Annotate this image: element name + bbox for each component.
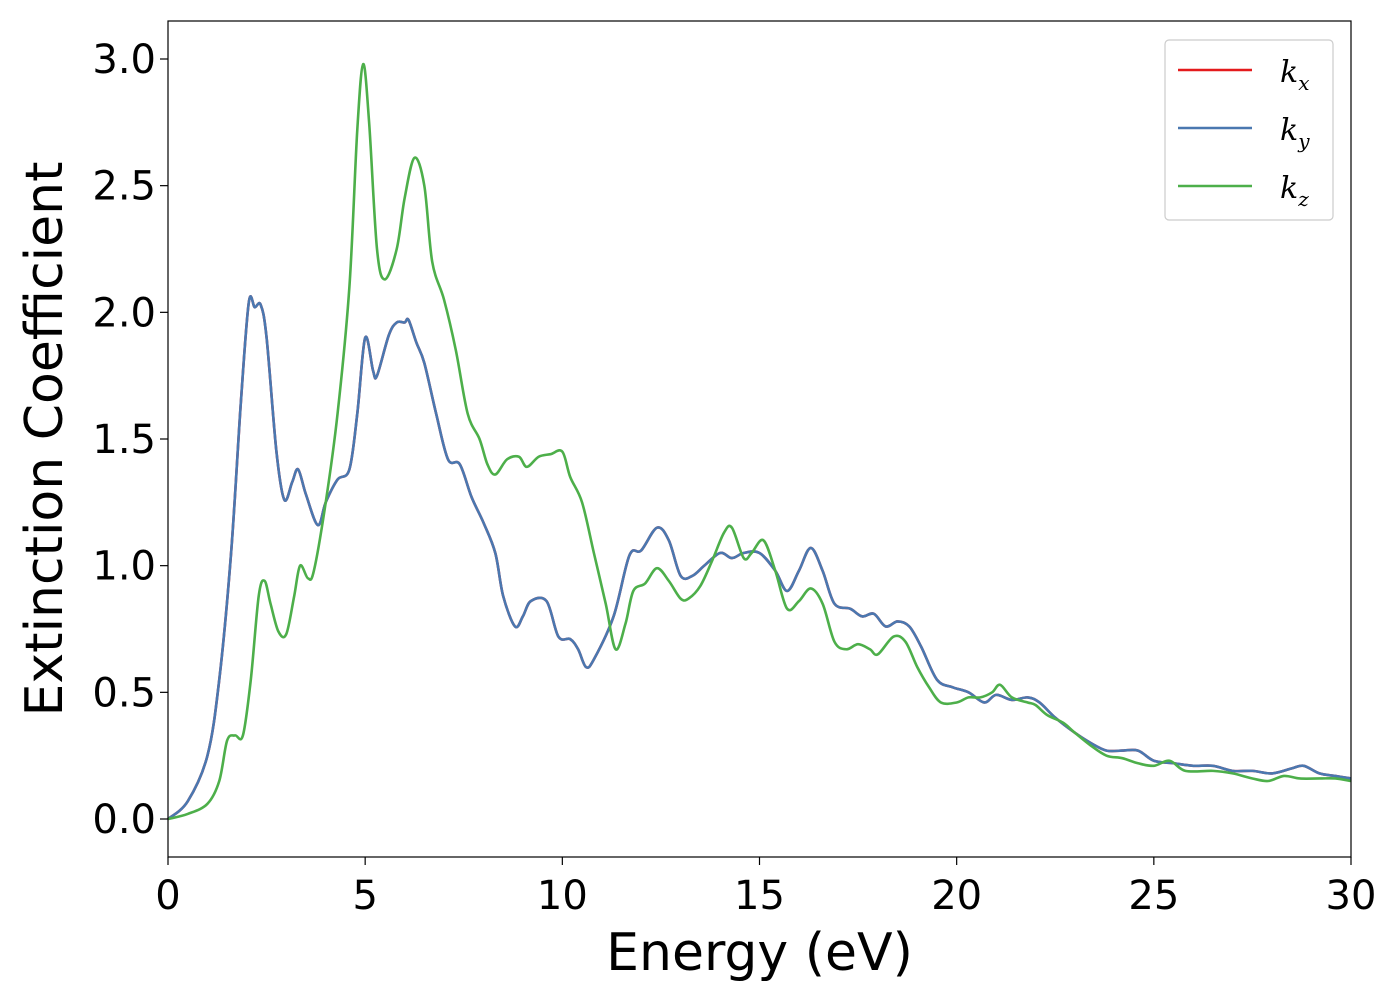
series-line-k-z: [167, 62, 1352, 821]
x-axis-title: Energy (eV): [606, 923, 913, 983]
y-tick-label: 3.0: [92, 37, 156, 83]
legend-label-k-y: ky: [1280, 113, 1310, 153]
y-tick-label: 1.5: [92, 417, 156, 463]
x-tick-label: 10: [537, 873, 588, 919]
x-tick-label: 0: [155, 873, 180, 919]
y-axis-ticks: 0.0 0.5 1.0 1.5 2.0 2.5 3.0: [92, 37, 168, 843]
legend-label-k-z: kz: [1280, 171, 1309, 211]
x-tick-label: 15: [734, 873, 785, 919]
y-tick-label: 0.0: [92, 797, 156, 843]
legend-label-k-x: kx: [1280, 55, 1309, 95]
x-axis-ticks: 0 5 10 15 20 25 30: [155, 857, 1376, 919]
series-layer: [167, 62, 1352, 821]
y-tick-label: 0.5: [92, 670, 156, 716]
legend-entries: kx ky kz: [1178, 55, 1310, 211]
legend-frame: [1164, 39, 1334, 221]
y-tick-label: 2.0: [92, 290, 156, 336]
legend: kx ky kz: [1164, 39, 1334, 221]
x-tick-label: 25: [1128, 873, 1179, 919]
x-tick-label: 20: [931, 873, 982, 919]
y-tick-label: 2.5: [92, 164, 156, 210]
x-tick-label: 30: [1326, 873, 1377, 919]
y-axis-title: Extinction Coefficient: [15, 162, 75, 717]
y-tick-label: 1.0: [92, 544, 156, 590]
x-tick-label: 5: [352, 873, 377, 919]
